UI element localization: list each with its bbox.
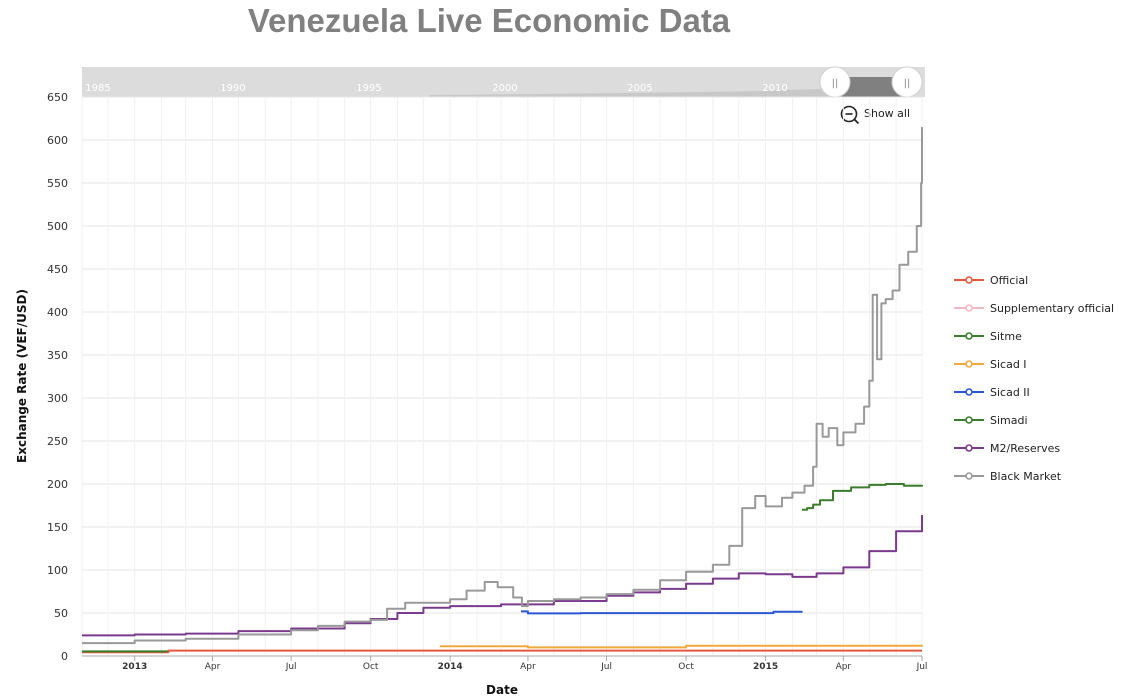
- x-axis: 2013 Apr Jul Oct 2014 Apr Jul Oct 2015 Apr Jul: [122, 656, 927, 672]
- x-tick-label: Jul: [285, 662, 297, 672]
- x-tick-label: Oct: [363, 662, 379, 672]
- legend-marker: [965, 360, 973, 368]
- navigator-right-handle[interactable]: ||: [891, 66, 923, 98]
- legend-marker: [965, 472, 973, 480]
- navigator-year-label: 1995: [356, 83, 381, 94]
- y-axis-title: Exchange Rate (VEF/USD): [15, 289, 29, 463]
- navigator-selected-range[interactable]: [835, 77, 907, 97]
- legend-label: Black Market: [990, 470, 1062, 483]
- zoom-out-icon: [840, 105, 858, 123]
- range-navigator[interactable]: 1985 1990 1995 2000 2005 2010 || ||: [82, 66, 925, 98]
- legend-item[interactable]: Simadi: [954, 414, 1028, 427]
- x-tick-label: 2015: [753, 662, 778, 672]
- navigator-year-label: 2010: [762, 83, 787, 94]
- y-tick-label: 0: [61, 650, 68, 663]
- y-tick-label: 100: [47, 564, 68, 577]
- show-all-button[interactable]: Show all: [840, 105, 911, 125]
- legend-label: Supplementary official: [990, 302, 1114, 315]
- legend-marker: [965, 416, 973, 424]
- navigator-left-handle[interactable]: ||: [819, 66, 851, 98]
- legend-label: Sicad II: [990, 386, 1030, 399]
- x-tick-label: Apr: [520, 662, 536, 672]
- show-all-label: Show all: [864, 107, 910, 120]
- legend-item[interactable]: Supplementary official: [954, 302, 1114, 315]
- legend-marker: [965, 332, 973, 340]
- x-tick-label: 2013: [122, 662, 147, 672]
- series-line-official: [82, 649, 922, 654]
- legend-item[interactable]: M2/Reserves: [954, 442, 1060, 455]
- right-handle-grip: ||: [904, 78, 911, 89]
- legend-label: Sitme: [990, 330, 1022, 343]
- y-tick-label: 150: [47, 521, 68, 534]
- legend-label: Sicad I: [990, 358, 1027, 371]
- navigator-year-label: 1985: [85, 83, 110, 94]
- legend-marker: [965, 304, 973, 312]
- legend: Official Supplementary official Sitme Sicad…: [954, 274, 1114, 483]
- legend-item[interactable]: Official: [954, 274, 1028, 287]
- navigator-year-label: 1990: [220, 83, 245, 94]
- series-line-sicad-i: [439, 644, 923, 649]
- y-tick-label: 50: [54, 607, 68, 620]
- navigator-year-label: 2000: [492, 83, 517, 94]
- series-line-black-market: [82, 127, 923, 645]
- legend-marker: [965, 276, 973, 284]
- navigator-sparkline: [430, 87, 850, 97]
- x-axis-title: Date: [486, 683, 518, 697]
- x-tick-label: 2014: [438, 662, 463, 672]
- legend-item[interactable]: Sicad I: [954, 358, 1027, 371]
- legend-label: Official: [990, 274, 1028, 287]
- y-tick-label: 350: [47, 349, 68, 362]
- series-line-m2-reserves: [82, 515, 923, 637]
- y-tick-label: 550: [47, 177, 68, 190]
- y-tick-label: 400: [47, 306, 68, 319]
- legend-item[interactable]: Sicad II: [954, 386, 1030, 399]
- y-axis: 0 50 100 150 200 250 300 350 400 450 500 550 600 650: [47, 91, 68, 663]
- legend-marker: [965, 388, 973, 396]
- y-tick-label: 650: [47, 91, 68, 104]
- y-tick-label: 500: [47, 220, 68, 233]
- left-handle-grip: ||: [832, 78, 839, 89]
- navigator-year-label: 2005: [627, 83, 652, 94]
- x-tick-label: Jul: [600, 662, 612, 672]
- plot-area: [82, 127, 923, 654]
- legend-marker: [965, 444, 973, 452]
- x-tick-label: Jul: [916, 662, 928, 672]
- legend-label: M2/Reserves: [990, 442, 1060, 455]
- y-tick-label: 450: [47, 263, 68, 276]
- y-tick-label: 300: [47, 392, 68, 405]
- x-tick-label: Oct: [678, 662, 694, 672]
- legend-item[interactable]: Black Market: [954, 470, 1062, 483]
- series-line-simadi: [801, 483, 923, 511]
- legend-label: Simadi: [990, 414, 1028, 427]
- legend-item[interactable]: Sitme: [954, 330, 1022, 343]
- y-tick-label: 250: [47, 435, 68, 448]
- y-tick-label: 600: [47, 134, 68, 147]
- series-line-sicad-ii: [521, 610, 803, 615]
- x-tick-label: Apr: [836, 662, 852, 672]
- grid-lines: [81, 96, 923, 657]
- x-tick-label: Apr: [205, 662, 221, 672]
- y-tick-label: 200: [47, 478, 68, 491]
- chart-title: Venezuela Live Economic Data: [247, 2, 731, 39]
